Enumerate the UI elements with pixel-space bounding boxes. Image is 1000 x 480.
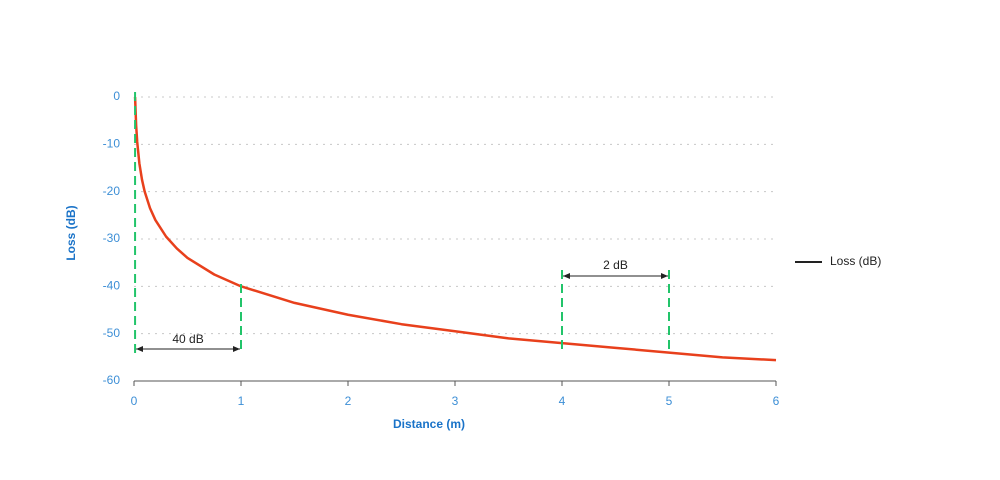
x-tick-label: 3 [452,394,459,408]
y-tick-label: -40 [103,279,121,293]
y-tick-label: 0 [113,89,120,103]
x-tick-label: 1 [238,394,245,408]
x-tick-label: 0 [131,394,138,408]
legend-label: Loss (dB) [830,254,881,268]
annotation-label: 2 dB [603,258,628,272]
y-tick-label: -20 [103,184,121,198]
y-tick-label: -50 [103,326,121,340]
y-tick-label: -60 [103,373,121,387]
x-tick-label: 4 [559,394,566,408]
y-tick-label: -30 [103,231,121,245]
x-tick-label: 2 [345,394,352,408]
y-tick-label: -10 [103,137,121,151]
x-tick-label: 6 [773,394,780,408]
data-line [133,96,777,362]
x-tick-label: 5 [666,394,673,408]
annotation-label: 40 dB [172,332,203,346]
y-axis-title: Loss (dB) [64,205,78,260]
x-axis-title: Distance (m) [393,417,465,431]
